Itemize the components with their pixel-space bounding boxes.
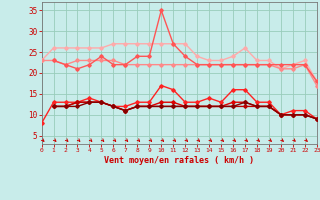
X-axis label: Vent moyen/en rafales ( km/h ): Vent moyen/en rafales ( km/h ): [104, 156, 254, 165]
